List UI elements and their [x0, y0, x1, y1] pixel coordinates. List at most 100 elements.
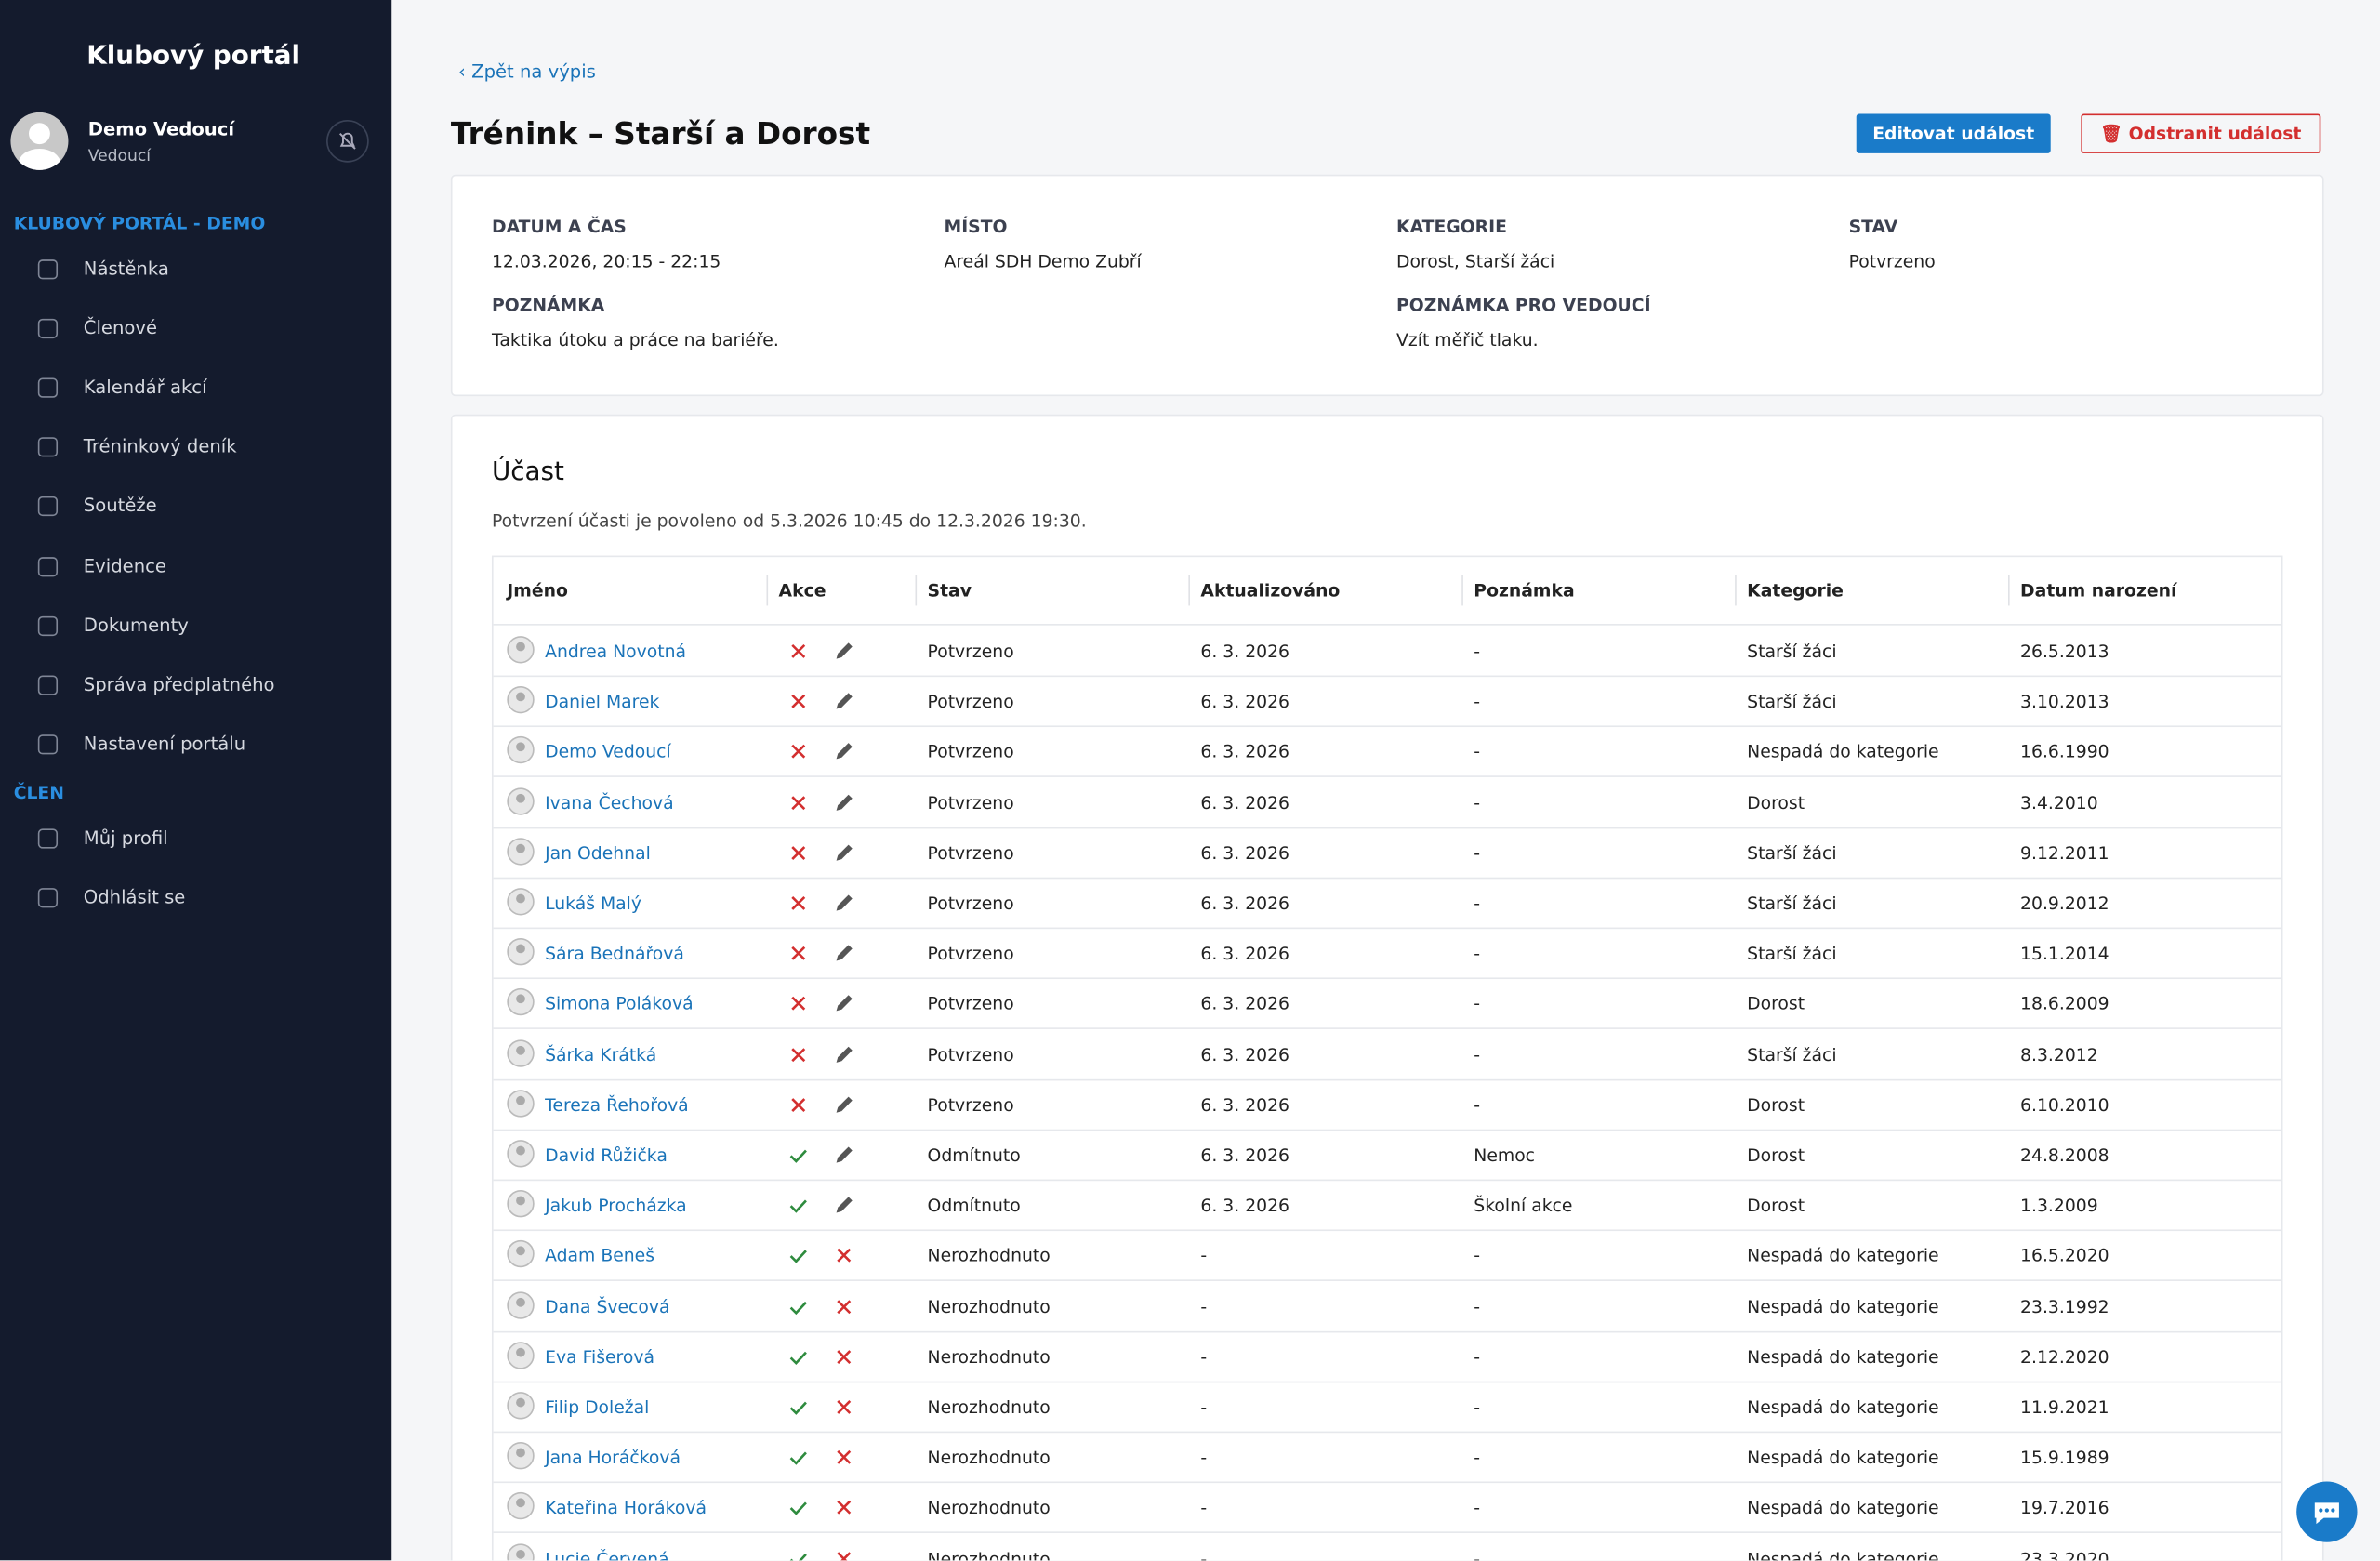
member-name[interactable]: Šárka Krátká — [545, 1043, 657, 1065]
nav-icon — [37, 556, 59, 576]
nav-item[interactable]: Nástěnka — [0, 247, 391, 293]
table-row: Jana Horáčková Nerozhodnuto - - Nespadá do k… — [493, 1432, 2281, 1484]
action-button[interactable] — [833, 1496, 854, 1517]
nav-item[interactable]: Odhlásit se — [0, 876, 391, 921]
member-name[interactable]: Ivana Čechová — [545, 791, 674, 814]
action-button[interactable] — [787, 790, 809, 812]
member-name[interactable]: Dana Švecová — [545, 1295, 670, 1317]
nav-item[interactable]: Správa předplatného — [0, 663, 391, 708]
action-button[interactable] — [833, 1143, 854, 1164]
action-button[interactable] — [787, 1143, 809, 1164]
page-title: Trénink – Starší a Dorost — [450, 115, 871, 152]
action-button[interactable] — [787, 1496, 809, 1517]
action-button[interactable] — [833, 1244, 854, 1265]
action-button[interactable] — [833, 1546, 854, 1561]
cell: Starší žáci — [1747, 640, 1837, 662]
action-button[interactable] — [787, 891, 809, 912]
action-button[interactable] — [787, 1344, 809, 1366]
action-button[interactable] — [833, 992, 854, 1013]
member-name[interactable]: Jan Odehnal — [545, 841, 651, 864]
action-button[interactable] — [787, 840, 809, 862]
action-button[interactable] — [833, 840, 854, 862]
chat-icon — [2314, 1502, 2339, 1525]
action-button[interactable] — [833, 639, 854, 660]
back-link[interactable]: ‹ Zpět na výpis — [458, 60, 596, 83]
member-name[interactable]: Simona Poláková — [545, 993, 694, 1015]
row-avatar — [507, 1442, 535, 1470]
chat-button[interactable] — [2296, 1481, 2358, 1542]
member-name[interactable]: Tereza Řehořová — [545, 1093, 689, 1116]
delete-button[interactable]: 🗑︎ Odstranit událost — [2081, 113, 2321, 153]
action-button[interactable] — [787, 1194, 809, 1215]
row-avatar — [507, 1341, 535, 1369]
table-row: Ivana Čechová Potvrzeno 6. 3. 2026 - Dorost 3… — [493, 776, 2281, 828]
cell: Nerozhodnuto — [927, 1547, 1051, 1561]
action-button[interactable] — [833, 942, 854, 963]
member-name[interactable]: Demo Vedoucí — [545, 741, 671, 763]
member-name[interactable]: Sára Bednářová — [545, 943, 684, 965]
action-button[interactable] — [833, 1042, 854, 1064]
cell: 9.12.2011 — [2020, 841, 2109, 864]
member-name[interactable]: Adam Beneš — [545, 1245, 655, 1267]
action-button[interactable] — [787, 1395, 809, 1416]
action-button[interactable] — [787, 1294, 809, 1316]
action-button[interactable] — [833, 790, 854, 812]
cell: - — [1474, 1043, 1481, 1065]
nav-item[interactable]: Kalendář akcí — [0, 366, 391, 412]
action-button[interactable] — [833, 690, 854, 711]
avatar-head — [516, 1196, 525, 1206]
nav-section-title: ČLEN — [13, 781, 64, 803]
action-button[interactable] — [833, 891, 854, 912]
action-button[interactable] — [833, 1344, 854, 1366]
action-button[interactable] — [787, 1042, 809, 1064]
cell: 6. 3. 2026 — [1200, 1043, 1289, 1065]
member-name[interactable]: Eva Fišerová — [545, 1345, 654, 1368]
notifications-button[interactable] — [326, 119, 369, 163]
action-button[interactable] — [787, 1446, 809, 1467]
member-name[interactable]: Lukáš Malý — [545, 892, 641, 914]
action-button[interactable] — [787, 1546, 809, 1561]
table-row: Jan Odehnal Potvrzeno 6. 3. 2026 - Starší žá… — [493, 827, 2281, 879]
table-row: Sára Bednářová Potvrzeno 6. 3. 2026 - Starší… — [493, 928, 2281, 980]
action-button[interactable] — [787, 639, 809, 660]
nav-item[interactable]: Evidence — [0, 544, 391, 589]
cell: Dorost — [1747, 1144, 1805, 1166]
sidebar-title: Klubový portál — [86, 41, 301, 72]
action-button[interactable] — [787, 992, 809, 1013]
nav-item[interactable]: Tréninkový deník — [0, 426, 391, 471]
action-button[interactable] — [833, 740, 854, 761]
member-name[interactable]: Jakub Procházka — [545, 1195, 687, 1217]
action-button[interactable] — [833, 1395, 854, 1416]
detail-label: DATUM A ČAS — [491, 215, 627, 237]
cell: 20.9.2012 — [2020, 892, 2109, 914]
action-button[interactable] — [833, 1194, 854, 1215]
table-row: Simona Poláková Potvrzeno 6. 3. 2026 - Doros… — [493, 978, 2281, 1030]
member-name[interactable]: Jana Horáčková — [545, 1447, 681, 1469]
action-button[interactable] — [787, 1244, 809, 1265]
nav-item[interactable]: Dokumenty — [0, 603, 391, 649]
action-button[interactable] — [833, 1446, 854, 1467]
action-button[interactable] — [833, 1294, 854, 1316]
nav-item[interactable]: Můj profil — [0, 816, 391, 862]
nav-item[interactable]: Nastavení portálu — [0, 722, 391, 768]
column-header: Datum narození — [2020, 579, 2177, 602]
cell: - — [1200, 1497, 1208, 1519]
edit-button[interactable]: Editovat událost — [1856, 113, 2051, 153]
member-name[interactable]: Kateřina Horáková — [545, 1497, 707, 1519]
nav-item[interactable]: Členové — [0, 307, 391, 352]
member-name[interactable]: David Růžička — [545, 1144, 668, 1166]
action-button[interactable] — [787, 942, 809, 963]
action-button[interactable] — [787, 690, 809, 711]
action-button[interactable] — [833, 1092, 854, 1114]
member-name[interactable]: Andrea Novotná — [545, 640, 687, 662]
member-name[interactable]: Daniel Marek — [545, 691, 660, 713]
table-row: Tereza Řehořová Potvrzeno 6. 3. 2026 - Doros… — [493, 1078, 2281, 1131]
nav-item-label: Správa předplatného — [83, 673, 275, 695]
row-avatar — [507, 1542, 535, 1561]
action-button[interactable] — [787, 740, 809, 761]
nav-item[interactable]: Soutěže — [0, 484, 391, 530]
cell: Starší žáci — [1747, 841, 1837, 864]
member-name[interactable]: Filip Doležal — [545, 1396, 650, 1418]
action-button[interactable] — [787, 1092, 809, 1114]
member-name[interactable]: Lucie Červená — [545, 1547, 669, 1561]
